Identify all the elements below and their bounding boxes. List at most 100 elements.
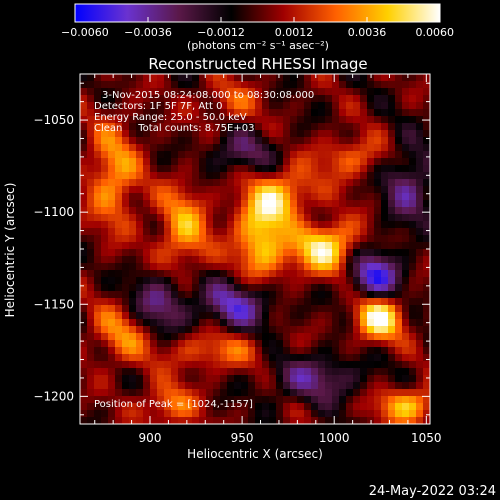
heatmap-cell [409,263,417,271]
heatmap-cell [423,242,431,250]
heatmap-cell [290,375,298,383]
heatmap-cell [206,179,214,187]
heatmap-cell [199,144,207,152]
heatmap-cell [276,151,284,159]
heatmap-cell [332,417,340,425]
heatmap-cell [143,382,151,390]
heatmap-cell [325,284,333,292]
heatmap-cell [416,277,424,285]
heatmap-cell [388,410,396,418]
heatmap-cell [241,137,249,145]
heatmap-cell [367,298,375,306]
heatmap-cell [206,214,214,222]
heatmap-cell [192,95,200,103]
heatmap-cell [115,88,123,96]
heatmap-cell [332,74,340,82]
heatmap-cell [108,221,116,229]
heatmap-cell [234,158,242,166]
heatmap-cell [129,333,137,341]
heatmap-cell [206,361,214,369]
heatmap-cell [311,396,319,404]
heatmap-cell [185,291,193,299]
heatmap-cell [220,221,228,229]
heatmap-cell [80,375,88,383]
heatmap-cell [87,144,95,152]
heatmap-cell [290,242,298,250]
heatmap-cell [192,137,200,145]
heatmap-cell [136,382,144,390]
heatmap-cell [129,277,137,285]
heatmap-cell [416,249,424,257]
heatmap-cell [101,74,109,82]
heatmap-cell [206,312,214,320]
heatmap-cell [402,130,410,138]
heatmap-cell [388,158,396,166]
heatmap-cell [409,242,417,250]
heatmap-cell [255,109,263,117]
heatmap-cell [206,305,214,313]
heatmap-cell [115,375,123,383]
heatmap-cell [129,389,137,397]
heatmap-cell [185,263,193,271]
heatmap-cell [346,340,354,348]
heatmap-cell [388,340,396,348]
heatmap-cell [339,368,347,376]
heatmap-cell [136,333,144,341]
heatmap-cell [199,340,207,348]
heatmap-cell [248,326,256,334]
heatmap-cell [213,193,221,201]
heatmap-cell [241,417,249,425]
heatmap-cell [171,102,179,110]
heatmap-cell [87,361,95,369]
heatmap-cell [297,186,305,194]
heatmap-cell [94,263,102,271]
heatmap-cell [290,179,298,187]
heatmap-cell [157,116,165,124]
heatmap-cell [80,235,88,243]
heatmap-cell [171,333,179,341]
heatmap-cell [374,256,382,264]
heatmap-cell [150,312,158,320]
heatmap-cell [297,333,305,341]
heatmap-cell [122,214,130,222]
heatmap-cell [234,172,242,180]
heatmap-cell [276,193,284,201]
heatmap-cell [206,340,214,348]
heatmap-cell [409,277,417,285]
heatmap-cell [304,214,312,222]
heatmap-cell [80,361,88,369]
heatmap-cell [402,298,410,306]
heatmap-cell [381,389,389,397]
heatmap-cell [178,270,186,278]
heatmap-cell [87,319,95,327]
heatmap-cell [143,144,151,152]
heatmap-cell [157,221,165,229]
heatmap-cell [269,375,277,383]
heatmap-cell [220,403,228,411]
heatmap-cell [332,130,340,138]
heatmap-cell [269,326,277,334]
heatmap-cell [255,74,263,82]
heatmap-cell [136,270,144,278]
heatmap-cell [157,172,165,180]
heatmap-cell [332,347,340,355]
heatmap-cell [136,305,144,313]
heatmap-cell [276,319,284,327]
heatmap-cell [276,333,284,341]
heatmap-cell [269,389,277,397]
heatmap-cell [374,235,382,243]
heatmap-cell [339,403,347,411]
heatmap-cell [360,396,368,404]
heatmap-cell [213,319,221,327]
heatmap-cell [360,270,368,278]
heatmap-cell [192,354,200,362]
heatmap-cell [395,277,403,285]
heatmap-cell [423,130,431,138]
heatmap-cell [206,249,214,257]
heatmap-cell [346,396,354,404]
heatmap-cell [220,242,228,250]
heatmap-cell [234,319,242,327]
heatmap-cell [311,382,319,390]
heatmap-cell [402,102,410,110]
heatmap-cell [423,263,431,271]
